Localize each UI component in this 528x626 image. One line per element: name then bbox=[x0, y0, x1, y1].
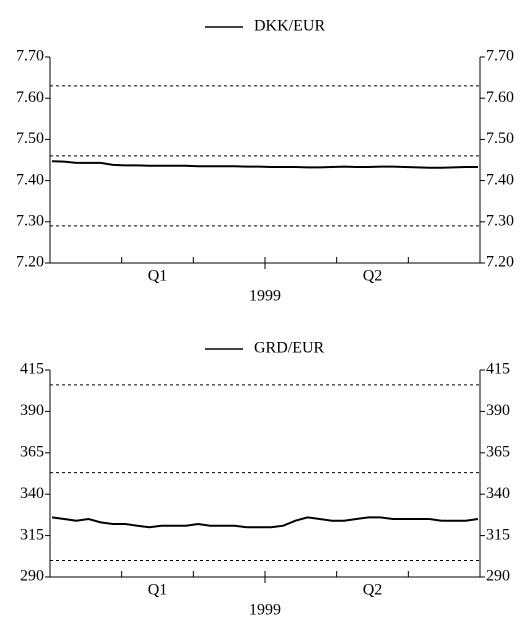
legend-label: GRD/EUR bbox=[254, 340, 325, 357]
y-tick-label: 7.30 bbox=[16, 212, 44, 229]
y2-tick-label: 7.60 bbox=[486, 89, 514, 106]
y-tick-label: 340 bbox=[20, 485, 44, 502]
y2-tick-label: 7.20 bbox=[486, 254, 514, 271]
y-tick-label: 315 bbox=[20, 526, 44, 543]
y2-tick-label: 7.70 bbox=[486, 48, 514, 65]
y-tick-label: 365 bbox=[20, 443, 44, 460]
y-tick-label: 7.50 bbox=[16, 130, 44, 147]
y-tick-label: 7.60 bbox=[16, 89, 44, 106]
y-tick-label: 390 bbox=[20, 402, 44, 419]
legend-label: DKK/EUR bbox=[254, 18, 325, 35]
x-axis-label: 1999 bbox=[249, 288, 281, 305]
y2-tick-label: 290 bbox=[486, 568, 510, 585]
x-axis-label: 1999 bbox=[249, 602, 281, 619]
x-tick-label: Q1 bbox=[148, 582, 168, 599]
y2-tick-label: 7.40 bbox=[486, 171, 514, 188]
data-line bbox=[51, 516, 479, 529]
x-tick-label: Q2 bbox=[363, 268, 383, 285]
y-tick-label: 7.70 bbox=[16, 48, 44, 65]
y2-tick-label: 7.30 bbox=[486, 212, 514, 229]
y2-tick-label: 315 bbox=[486, 526, 510, 543]
y2-tick-label: 415 bbox=[486, 361, 510, 378]
data-line bbox=[51, 160, 478, 169]
y-tick-label: 7.40 bbox=[16, 171, 44, 188]
y-tick-label: 290 bbox=[20, 568, 44, 585]
x-tick-label: Q1 bbox=[148, 268, 168, 285]
y2-tick-label: 365 bbox=[486, 443, 510, 460]
y-tick-label: 7.20 bbox=[16, 254, 44, 271]
y2-tick-label: 390 bbox=[486, 402, 510, 419]
x-tick-label: Q2 bbox=[363, 582, 383, 599]
y2-tick-label: 340 bbox=[486, 485, 510, 502]
y2-tick-label: 7.50 bbox=[486, 130, 514, 147]
y-tick-label: 415 bbox=[20, 361, 44, 378]
